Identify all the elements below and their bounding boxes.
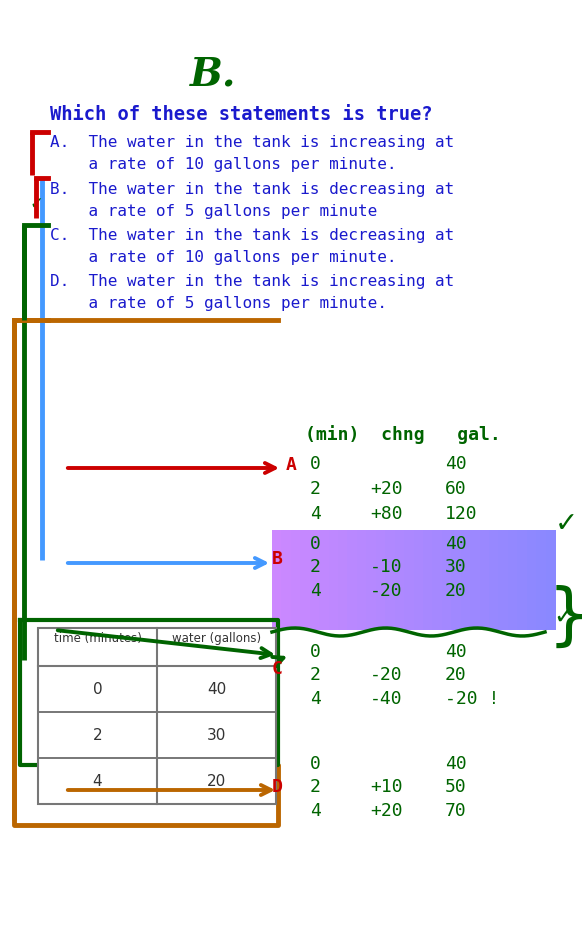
Text: 70: 70 [445,802,467,820]
Text: -20: -20 [370,666,403,684]
Text: D.  The water in the tank is increasing at: D. The water in the tank is increasing a… [50,274,454,289]
Text: 0: 0 [310,455,321,473]
Text: 20: 20 [207,773,226,788]
Text: a rate of 5 gallons per minute: a rate of 5 gallons per minute [50,204,377,219]
Bar [470,530,481,630]
Text: 0: 0 [310,755,321,773]
Text: B.: B. [190,55,236,93]
Bar [545,530,556,630]
Text: ✓: ✓ [30,195,44,213]
Bar [527,530,537,630]
Bar [536,530,546,630]
Text: 30: 30 [207,727,226,742]
Text: 40: 40 [445,755,467,773]
Bar [508,530,518,630]
Bar [395,530,405,630]
Text: water (gallons): water (gallons) [172,632,261,645]
Text: +20: +20 [370,802,403,820]
Text: }: } [548,585,582,651]
Text: 4: 4 [310,582,321,600]
Bar [385,530,396,630]
Text: +10: +10 [370,778,403,796]
Text: 0: 0 [310,643,321,661]
Bar [366,530,377,630]
Text: -20 !: -20 ! [445,690,499,708]
Bar [451,530,462,630]
Bar [442,530,452,630]
Text: 2: 2 [310,558,321,576]
Bar [319,530,329,630]
Text: time (minutes): time (minutes) [54,632,141,645]
Text: B.  The water in the tank is decreasing at: B. The water in the tank is decreasing a… [50,182,454,197]
Text: 40: 40 [445,643,467,661]
Bar [432,530,443,630]
Text: 4: 4 [93,773,102,788]
Bar [310,530,320,630]
Bar [423,530,434,630]
Text: a rate of 10 gallons per minute.: a rate of 10 gallons per minute. [50,157,396,172]
Text: 2: 2 [93,727,102,742]
Bar [498,530,509,630]
Text: 0: 0 [93,681,102,696]
Text: 4: 4 [310,690,321,708]
Text: -20: -20 [370,582,403,600]
Bar [291,530,301,630]
Text: ✓: ✓ [553,605,574,629]
Bar [376,530,386,630]
Bar [329,530,339,630]
Text: C.  The water in the tank is decreasing at: C. The water in the tank is decreasing a… [50,228,454,243]
Text: -10: -10 [370,558,403,576]
Bar [282,530,292,630]
Bar [357,530,367,630]
Text: Which of these statements is true?: Which of these statements is true? [50,105,432,124]
Text: 120: 120 [445,505,478,523]
Text: +80: +80 [370,505,403,523]
Text: 4: 4 [310,505,321,523]
Bar [489,530,499,630]
Text: C: C [272,660,283,678]
Text: 2: 2 [310,480,321,498]
Text: 2: 2 [310,778,321,796]
Text: 60: 60 [445,480,467,498]
Text: 40: 40 [445,535,467,553]
Text: -40: -40 [370,690,403,708]
Bar [300,530,311,630]
Text: 50: 50 [445,778,467,796]
Bar [413,530,424,630]
Text: +20: +20 [370,480,403,498]
Text: (min)  chng   gal.: (min) chng gal. [305,425,501,444]
Text: 20: 20 [445,666,467,684]
Text: 40: 40 [207,681,226,696]
Bar [461,530,471,630]
Text: 0: 0 [310,535,321,553]
Text: 2: 2 [310,666,321,684]
Bar [517,530,528,630]
Text: 40: 40 [445,455,467,473]
Text: B: B [272,550,283,568]
Text: D: D [272,778,283,796]
Bar [272,530,282,630]
Text: 30: 30 [445,558,467,576]
Text: 4: 4 [310,802,321,820]
Text: A.  The water in the tank is increasing at: A. The water in the tank is increasing a… [50,135,454,150]
Bar [338,530,349,630]
Text: ✓: ✓ [555,510,579,538]
Text: a rate of 5 gallons per minute.: a rate of 5 gallons per minute. [50,296,387,311]
Bar [347,530,358,630]
Bar [480,530,490,630]
Text: a rate of 10 gallons per minute.: a rate of 10 gallons per minute. [50,250,396,265]
Bar [38,628,276,804]
Bar [404,530,414,630]
Text: A: A [286,456,297,474]
Text: 20: 20 [445,582,467,600]
